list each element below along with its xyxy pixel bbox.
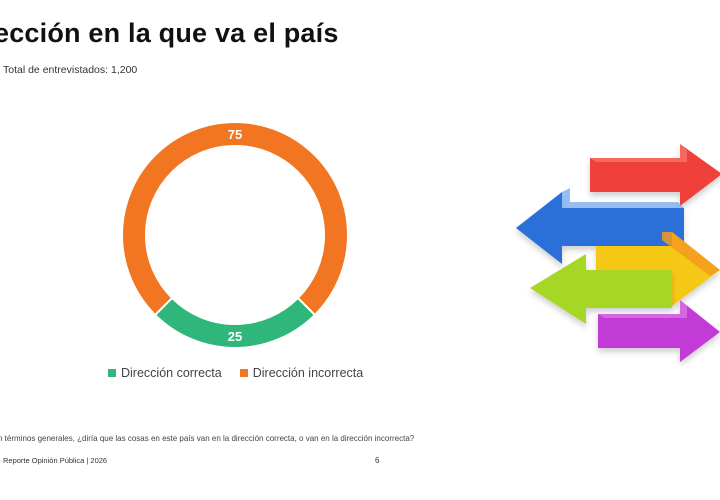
donut-label-incorrecta: 75	[228, 127, 242, 142]
legend-swatch-incorrecta	[239, 369, 248, 377]
donut-label-correcta: 25	[228, 329, 242, 344]
footer-source: Reporte Opinión Pública | 2026	[3, 456, 108, 465]
chart-subtitle: Total de entrevistados: 1,200	[3, 64, 138, 76]
survey-question: n términos generales, ¿diría que las cos…	[0, 434, 415, 443]
chart-legend: Dirección correcta Dirección incorrecta	[108, 366, 363, 380]
multicolor-arrows-icon	[516, 144, 720, 362]
page-title: ección en la que va el país	[0, 18, 339, 48]
red-arrow-icon	[590, 144, 720, 206]
legend-swatch-correcta	[108, 369, 116, 377]
donut-slice-incorrecta	[121, 121, 349, 317]
magenta-arrow-top-face	[598, 300, 687, 318]
orange-arrow-side	[662, 232, 720, 276]
legend-item-correcta: Dirección correcta	[108, 366, 222, 380]
page-number: 6	[375, 456, 380, 465]
legend-item-incorrecta: Dirección incorrecta	[239, 366, 364, 380]
legend-label-correcta: Dirección correcta	[121, 366, 222, 380]
magenta-arrow-icon	[598, 300, 720, 362]
legend-label-incorrecta: Dirección incorrecta	[252, 366, 364, 380]
blue-arrow-top-face	[562, 188, 684, 208]
green-arrow-icon	[530, 254, 672, 324]
donut-chart: 25 75	[121, 121, 349, 349]
red-arrow-top-face	[590, 144, 687, 162]
